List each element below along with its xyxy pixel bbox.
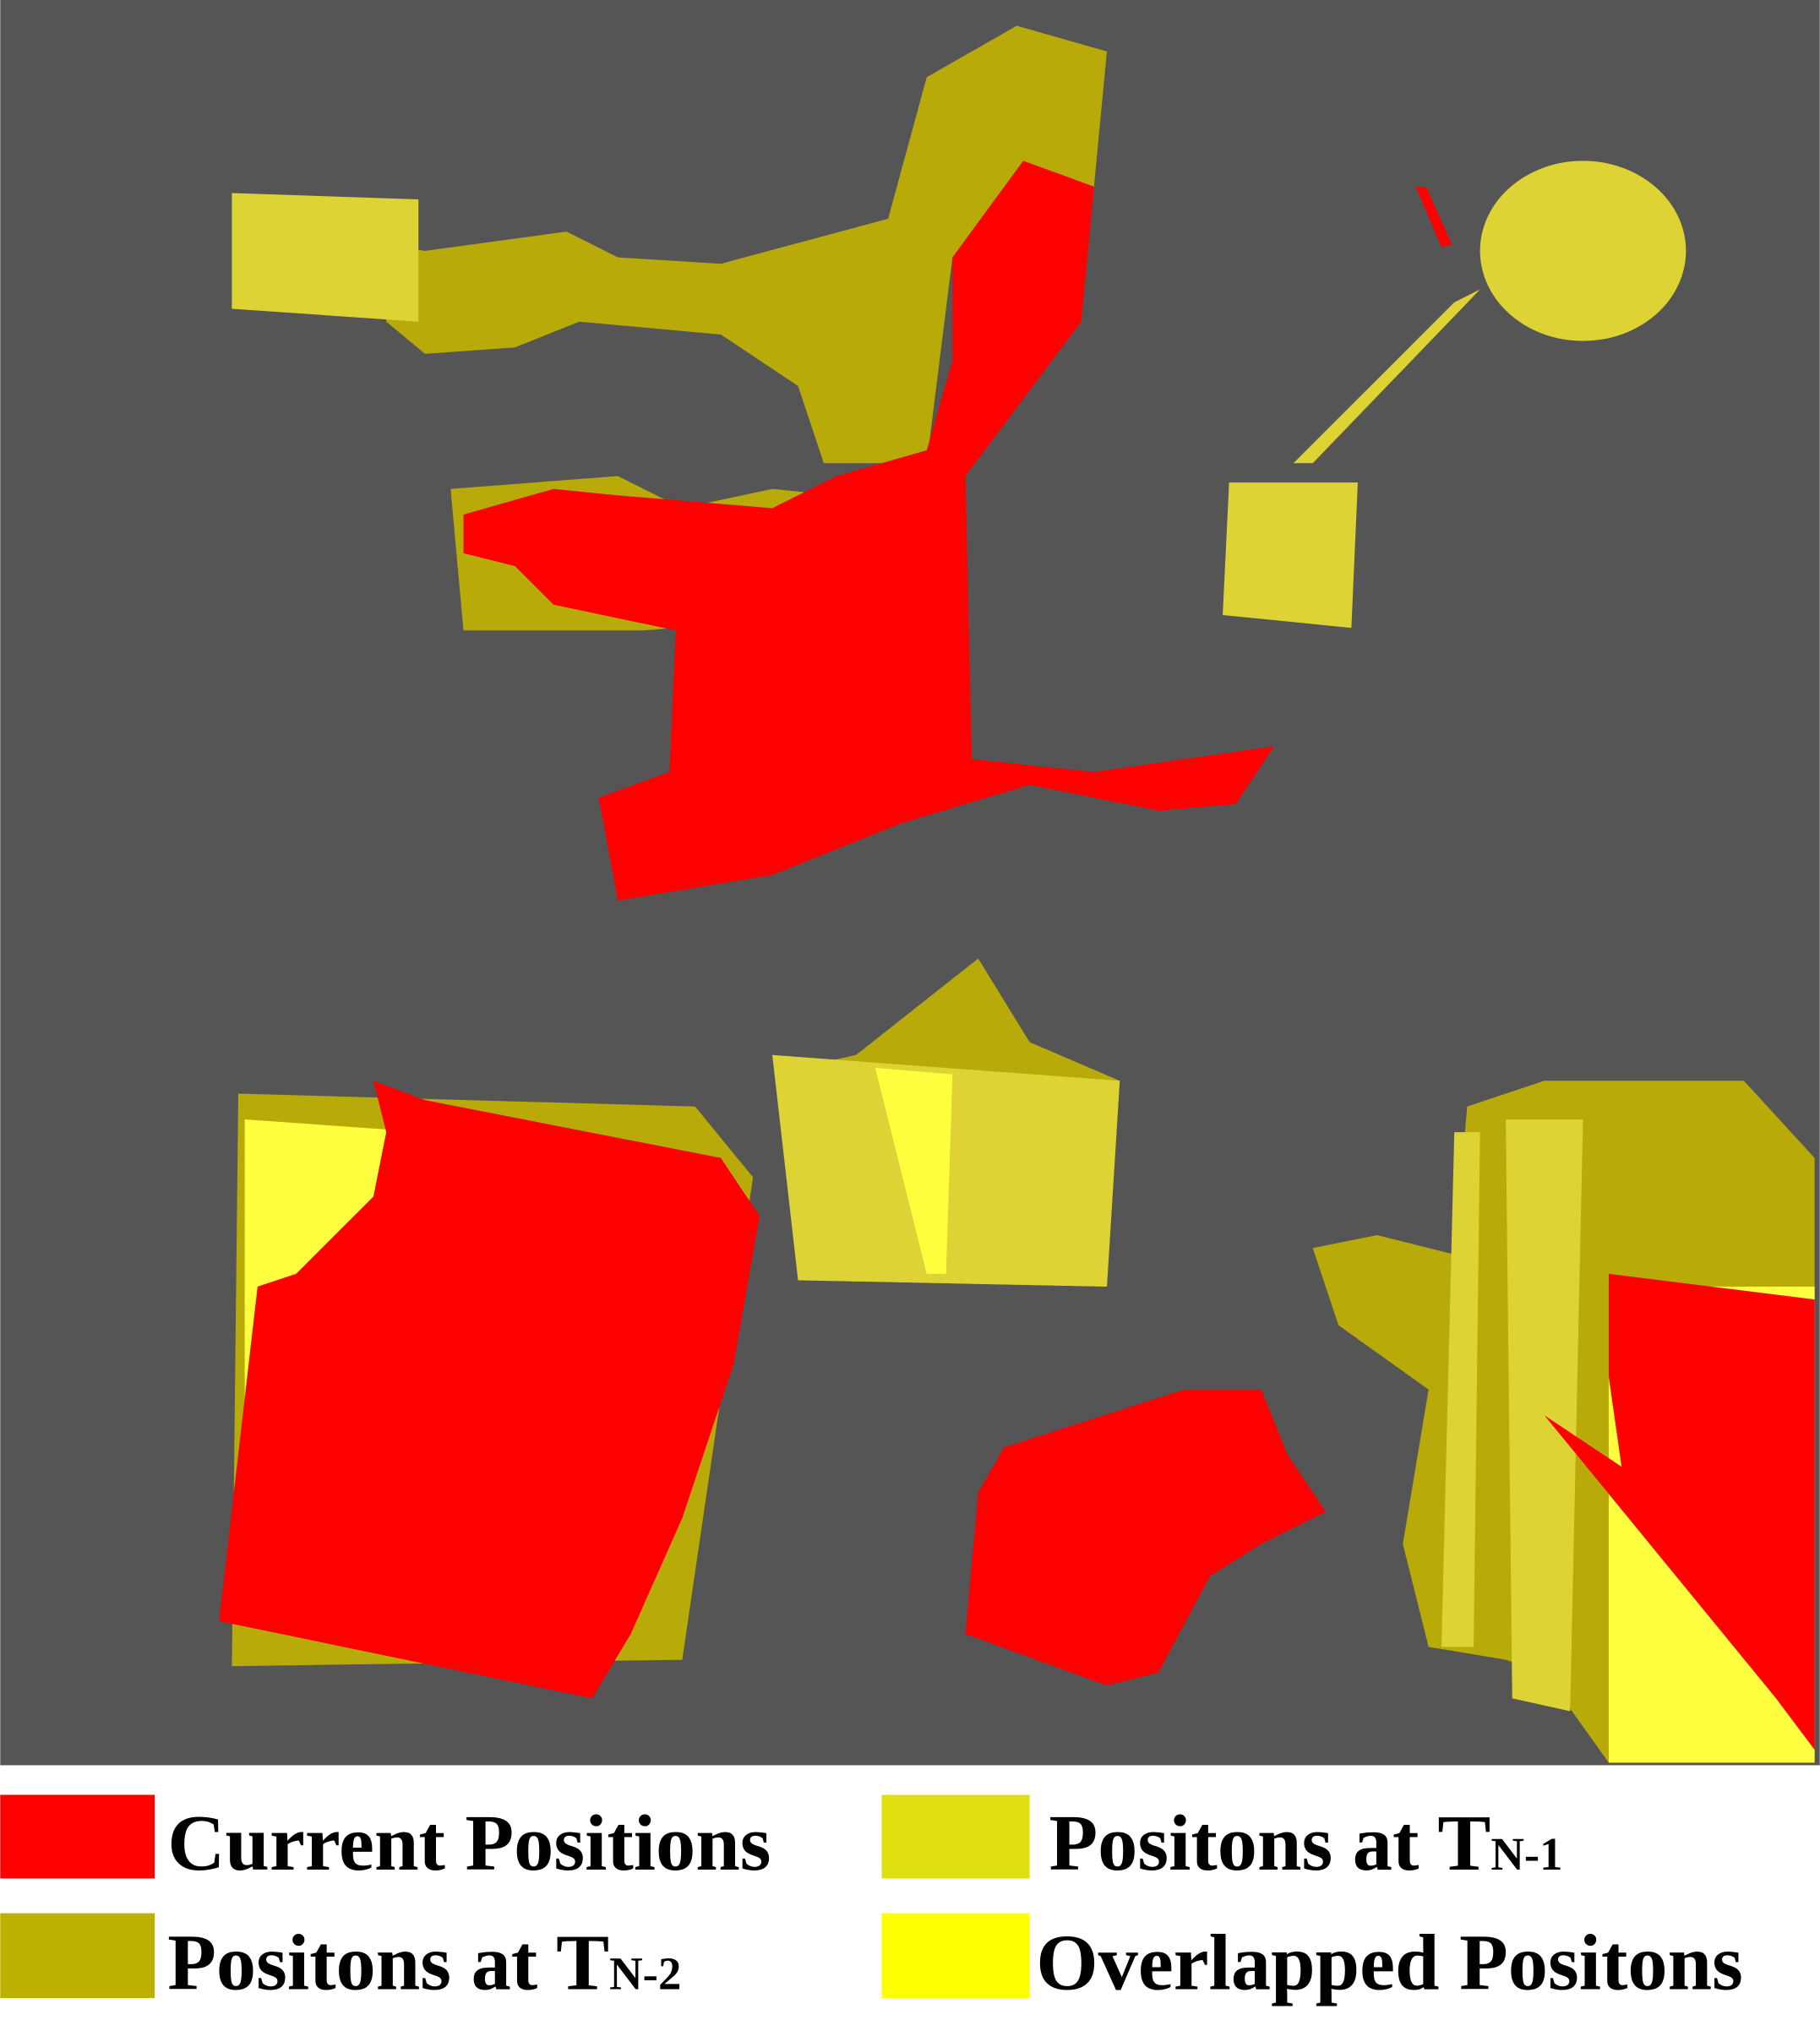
- legend-swatch: [881, 1913, 1030, 1999]
- legend-label: Overlapped Positons: [1036, 1919, 1743, 2006]
- legend-swatch: [0, 1913, 155, 1999]
- legend-label: Positons at T: [1049, 1799, 1490, 1887]
- positions-current: [219, 161, 1815, 1750]
- region: [1544, 1273, 1815, 1750]
- region: [463, 161, 1274, 901]
- region: [965, 1389, 1326, 1686]
- region: [1293, 289, 1480, 464]
- legend-swatch: [881, 1794, 1030, 1879]
- region: [232, 193, 419, 322]
- legend-entry: Positons at TN-2: [167, 1919, 681, 2006]
- legend-label: Current Positions: [167, 1799, 771, 1887]
- legend-entry: Positons at TN-1: [1049, 1799, 1562, 1887]
- region: [219, 1081, 760, 1699]
- legend-label: Positons at T: [167, 1919, 609, 2006]
- region: [1441, 1132, 1480, 1647]
- region: [875, 1068, 953, 1274]
- region: [1415, 186, 1452, 248]
- legend-swatch: [0, 1794, 155, 1879]
- positions-tn1: [232, 161, 1686, 1712]
- legend-subscript: N-1: [1490, 1828, 1562, 1880]
- legend: Current Positions Positons at TN-1 Posit…: [0, 1794, 1743, 2006]
- legend-subscript: N-2: [609, 1947, 681, 1999]
- region: [386, 25, 1108, 464]
- region: [1223, 482, 1358, 629]
- region: [1479, 161, 1686, 341]
